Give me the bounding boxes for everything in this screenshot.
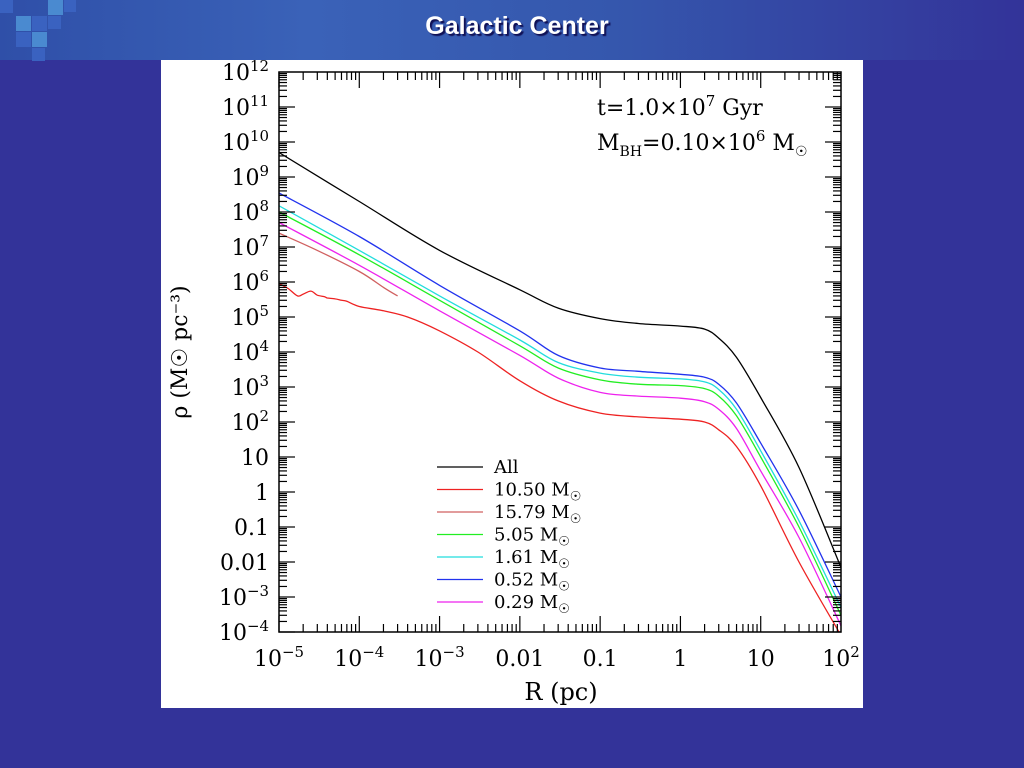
y-tick-label: 106 bbox=[231, 267, 269, 296]
y-tick-label: 105 bbox=[231, 302, 269, 331]
title-bar bbox=[0, 0, 1024, 60]
legend-label-3: 5.05 M☉ bbox=[494, 525, 570, 550]
y-tick-label: 10 bbox=[241, 446, 269, 471]
y-tick-label: 1012 bbox=[222, 60, 269, 86]
y-tick-label: 0.1 bbox=[234, 516, 269, 541]
slide-title: Galactic Center bbox=[425, 12, 609, 40]
y-tick-label: 1011 bbox=[222, 92, 269, 121]
legend-label-0: All bbox=[493, 457, 519, 478]
annotation-group: t=1.0×107 Gyr MBH=0.10×106 M☉ bbox=[597, 92, 808, 160]
legend-label-6: 0.29 M☉ bbox=[494, 592, 570, 617]
series-line-1 bbox=[279, 283, 840, 632]
y-tick-label: 10−4 bbox=[219, 617, 269, 646]
y-tick-label: 1 bbox=[255, 481, 269, 506]
plot-frame bbox=[278, 71, 842, 633]
y-tick-label: 109 bbox=[231, 162, 269, 191]
x-tick-label: 1 bbox=[673, 647, 687, 672]
x-tick-label: 0.01 bbox=[495, 647, 544, 672]
mass-annotation: MBH=0.10×106 M☉ bbox=[597, 127, 808, 160]
legend-label-2: 15.79 M☉ bbox=[494, 502, 581, 527]
x-axis-label: R (pc) bbox=[524, 678, 597, 706]
ticks-group bbox=[278, 72, 841, 633]
series-line-2 bbox=[279, 232, 398, 297]
series-line-0 bbox=[279, 151, 841, 568]
x-tick-label: 10−4 bbox=[334, 643, 384, 672]
x-tick-labels: 10−5 10−4 10−3 0.01 0.1 1 10 102 bbox=[254, 643, 860, 672]
x-tick-label: 0.1 bbox=[583, 647, 618, 672]
y-tick-label: 104 bbox=[231, 337, 269, 366]
x-tick-label: 10−3 bbox=[415, 643, 465, 672]
y-tick-label: 1010 bbox=[222, 127, 269, 156]
series-line-4 bbox=[279, 205, 841, 608]
y-tick-label: 0.01 bbox=[220, 551, 269, 576]
y-axis-label: ρ (M☉ pc⁻³) bbox=[168, 285, 193, 418]
y-tick-label: 10−3 bbox=[219, 582, 269, 611]
density-profile-chart: 1012101110101091081071061051041031021010… bbox=[168, 60, 860, 706]
chart-figure: 1012 1011 1010 109 108 107 106 105 104 103 102 10 1 0… bbox=[161, 60, 863, 708]
y-tick-label: 107 bbox=[231, 232, 269, 261]
y-tick-label: 102 bbox=[231, 407, 269, 436]
x-tick-label: 10−5 bbox=[254, 643, 304, 672]
legend-label-4: 1.61 M☉ bbox=[494, 547, 570, 572]
x-tick-label: 102 bbox=[822, 643, 860, 672]
series-line-6 bbox=[279, 221, 841, 627]
y-tick-label: 108 bbox=[231, 197, 269, 226]
corner-decoration bbox=[0, 0, 76, 61]
legend-label-5: 0.52 M☉ bbox=[494, 570, 570, 595]
legend-label-1: 10.50 M☉ bbox=[494, 480, 581, 505]
series-line-3 bbox=[279, 211, 841, 616]
x-tick-label: 10 bbox=[747, 647, 775, 672]
time-annotation: t=1.0×107 Gyr bbox=[597, 92, 763, 121]
series-line-5 bbox=[279, 192, 841, 598]
y-tick-label: 103 bbox=[231, 372, 269, 401]
curves-group bbox=[279, 151, 841, 632]
y-tick-labels: 1012101110101091081071061051041031021010… bbox=[219, 60, 269, 646]
